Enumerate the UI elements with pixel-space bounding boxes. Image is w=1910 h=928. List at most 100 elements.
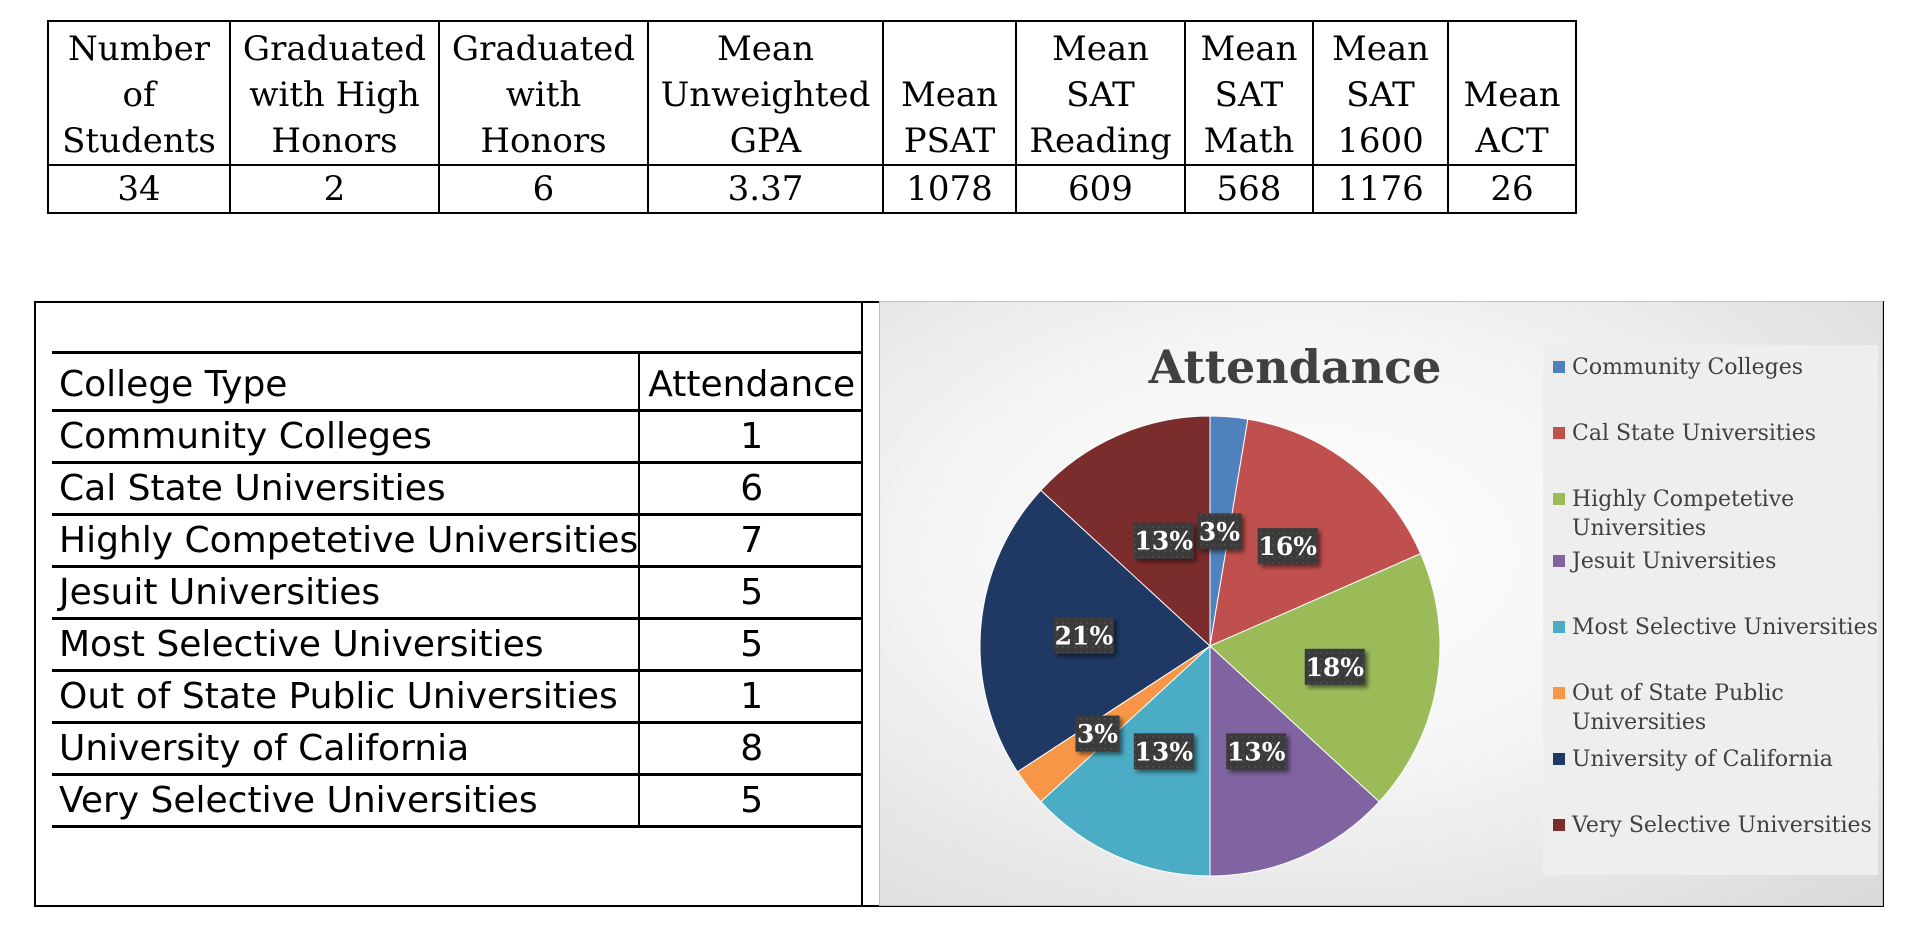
attendance-cell: 5 — [638, 565, 864, 620]
legend-label: Cal State Universities — [1572, 421, 1817, 446]
pie-data-label-text: 13% — [1227, 737, 1286, 766]
legend-label: Most Selective Universities — [1572, 615, 1878, 640]
stats-value-cell: 568 — [1184, 164, 1314, 214]
college-type-cell: Community Colleges — [52, 409, 640, 464]
pie-data-label: 13% — [1226, 733, 1287, 770]
stats-header-text: PSAT — [903, 121, 996, 161]
stats-value-cell: 609 — [1015, 164, 1186, 214]
table-row: University of California 8 — [52, 721, 864, 776]
legend-item: Highly Competetive Universities — [1553, 485, 1878, 543]
table-row: Community Colleges 1 — [52, 409, 864, 464]
stats-header-cell: Mean SAT Math — [1184, 20, 1314, 166]
legend-label: Community Colleges — [1572, 355, 1803, 380]
legend-swatch — [1553, 687, 1565, 699]
legend-swatch — [1553, 361, 1565, 373]
legend-label: Very Selective Universities — [1572, 813, 1872, 838]
college-type-cell: Jesuit Universities — [52, 565, 640, 620]
legend-item: Cal State Universities — [1553, 419, 1878, 448]
legend-swatch — [1553, 493, 1565, 505]
stats-header-text: Number — [67, 29, 211, 69]
college-type-cell: University of California — [52, 721, 640, 776]
stats-header-text: Mean — [1200, 29, 1298, 69]
college-type-cell: Most Selective Universities — [52, 617, 640, 672]
table-row: Very Selective Universities 5 — [52, 773, 864, 828]
college-type-cell: Very Selective Universities — [52, 773, 640, 828]
legend-label: Universities — [1572, 710, 1707, 735]
stats-value-cell: 34 — [47, 164, 231, 214]
pie-data-label: 21% — [1053, 617, 1114, 654]
pie-data-label-text: 13% — [1135, 527, 1194, 556]
attendance-cell: 5 — [638, 617, 864, 672]
legend-swatch — [1553, 555, 1565, 567]
stats-header-cell: Mean Unweighted GPA — [647, 20, 884, 166]
college-type-header: College Type — [52, 351, 640, 412]
legend-label: University of California — [1572, 747, 1833, 772]
stats-header-text: Mean — [1051, 29, 1150, 69]
college-type-cell: Cal State Universities — [52, 461, 640, 516]
table-row: Highly Competetive Universities 7 — [52, 513, 864, 568]
stats-header-cell: Mean SAT Reading — [1015, 20, 1186, 166]
stats-header-text: Mean — [716, 29, 815, 69]
legend-label: Jesuit Universities — [1572, 549, 1777, 574]
table-row: Most Selective Universities 5 — [52, 617, 864, 672]
pie-data-label-text: 16% — [1258, 532, 1317, 561]
pie-data-label-text: 21% — [1055, 622, 1114, 651]
pie-data-label: 18% — [1304, 648, 1365, 685]
attendance-cell: 6 — [638, 461, 864, 516]
legend-label: Universities — [1572, 516, 1707, 541]
attendance-header: Attendance — [638, 351, 864, 412]
stats-header-cell: Number of Students — [47, 20, 231, 166]
pie-slice — [1040, 644, 1211, 877]
table-row: Cal State Universities 6 — [52, 461, 864, 516]
stats-header-cell: Graduated with Honors — [438, 20, 649, 166]
stats-header-text: ACT — [1475, 121, 1549, 161]
stats-value-cell: 3.37 — [647, 164, 884, 214]
stats-header-text: 1600 — [1337, 121, 1424, 161]
attendance-cell: 7 — [638, 513, 864, 568]
stats-header-text: SAT — [1214, 75, 1284, 115]
legend-swatch — [1553, 819, 1565, 831]
pie-data-label: 13% — [1133, 733, 1194, 770]
student-stats-table: Number of Students Graduated with High Honors… — [47, 20, 1577, 214]
stats-header-text: Reading — [1029, 121, 1172, 161]
pie-data-label-text: 13% — [1135, 737, 1194, 766]
stats-header-text: Students — [62, 121, 216, 161]
legend-item: Community Colleges — [1553, 353, 1878, 382]
legend-item: Jesuit Universities — [1553, 547, 1878, 576]
legend-item: Most Selective Universities — [1553, 613, 1878, 642]
pie-slice — [1040, 415, 1211, 648]
pie-chart-canvas: 3%16%18%13%13%3%21%13% — [979, 415, 1441, 877]
stats-value-cell: 1078 — [882, 164, 1017, 214]
stats-header-cell: Mean PSAT — [882, 20, 1017, 166]
stats-header-cell: Graduated with High Honors — [229, 20, 440, 166]
attendance-cell: 5 — [638, 773, 864, 828]
table-row: Jesuit Universities 5 — [52, 565, 864, 620]
attendance-cell: 1 — [638, 409, 864, 464]
chart-title: Attendance — [1148, 340, 1442, 394]
college-type-cell: Highly Competetive Universities — [52, 513, 640, 568]
attendance-cell: 1 — [638, 669, 864, 724]
college-type-cell: Out of State Public Universities — [52, 669, 640, 724]
stats-header-text: Honors — [271, 121, 398, 161]
attendance-pie-chart: 3% 16% 18% 13% 13% 3% 21% 13% Attendance Commun… — [879, 301, 1883, 906]
stats-header-text: with High — [249, 75, 420, 115]
stats-header-text: Graduated — [451, 29, 636, 69]
pie-data-label-text: 3% — [1199, 517, 1240, 546]
stats-header-text: Honors — [480, 121, 607, 161]
stats-values-row: 34 2 6 3.37 1078 609 568 1176 26 — [47, 164, 1577, 214]
stats-header-text: Mean — [1331, 29, 1430, 69]
legend-item: Very Selective Universities — [1553, 811, 1878, 840]
pie-data-label: 3% — [1197, 513, 1242, 550]
pie-data-label: 13% — [1133, 522, 1194, 559]
stats-value-cell: 1176 — [1312, 164, 1449, 214]
stats-header-text: Mean — [900, 75, 999, 115]
pie-data-label: 3% — [1075, 715, 1120, 752]
stats-header-text: with — [505, 75, 582, 115]
stats-value-cell: 6 — [438, 164, 649, 214]
college-table-header-row: College Type Attendance — [52, 351, 864, 412]
college-attendance-table: College Type Attendance Community Colleg… — [52, 351, 864, 828]
stats-header-text: GPA — [729, 121, 802, 161]
stats-header-text: Unweighted — [660, 75, 871, 115]
legend-swatch — [1553, 621, 1565, 633]
stats-header-cell: Mean ACT — [1447, 20, 1577, 166]
